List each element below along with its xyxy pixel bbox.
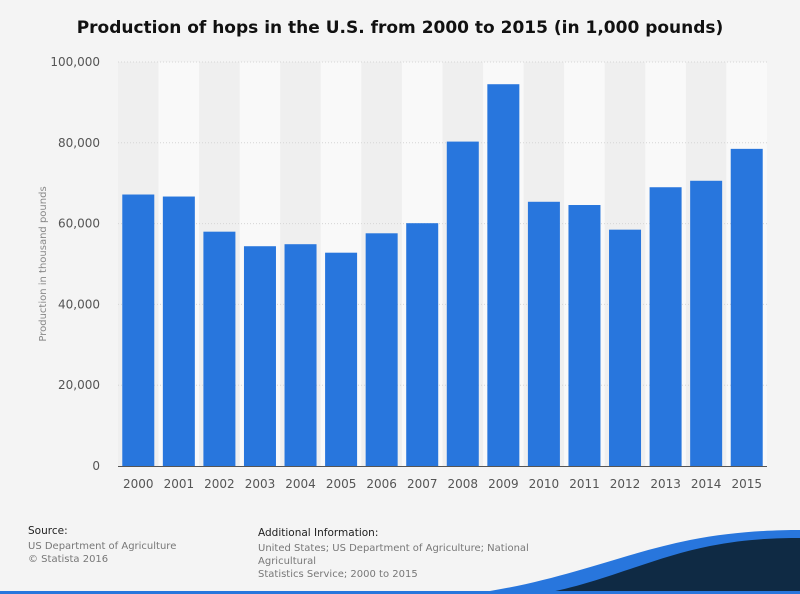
footer-wave-decoration bbox=[0, 530, 800, 594]
bar-2007 bbox=[406, 223, 439, 466]
additional-info-block: Additional Information: United States; U… bbox=[258, 527, 558, 581]
x-tick-label: 2010 bbox=[529, 477, 560, 491]
x-tick-label: 2007 bbox=[407, 477, 438, 491]
bar-2011 bbox=[568, 205, 601, 467]
x-tick-label: 2002 bbox=[204, 477, 235, 491]
y-tick-label: 40,000 bbox=[58, 297, 100, 311]
x-tick-label: 2009 bbox=[488, 477, 519, 491]
y-tick-label: 80,000 bbox=[58, 136, 100, 150]
x-tick-label: 2004 bbox=[285, 477, 316, 491]
bar-2006 bbox=[365, 233, 398, 466]
y-tick-label: 0 bbox=[92, 459, 100, 473]
bar-2002 bbox=[203, 231, 236, 466]
bar-2004 bbox=[284, 244, 317, 466]
y-tick-label: 60,000 bbox=[58, 217, 100, 231]
y-axis-title: Production in thousand pounds bbox=[38, 186, 49, 341]
x-tick-label: 2008 bbox=[448, 477, 479, 491]
bar-2013 bbox=[649, 187, 682, 467]
x-tick-label: 2014 bbox=[691, 477, 722, 491]
x-tick-label: 2013 bbox=[650, 477, 681, 491]
bar-2015 bbox=[730, 148, 763, 467]
x-tick-label: 2006 bbox=[366, 477, 397, 491]
info-line-1: United States; US Department of Agricult… bbox=[258, 543, 529, 567]
copyright-line: © Statista 2016 bbox=[28, 554, 109, 565]
y-tick-label: 100,000 bbox=[50, 55, 100, 69]
x-tick-label: 2000 bbox=[123, 477, 154, 491]
x-tick-label: 2003 bbox=[245, 477, 276, 491]
bar-2003 bbox=[243, 246, 276, 466]
bar-2009 bbox=[487, 84, 520, 466]
info-label: Additional Information: bbox=[258, 527, 379, 539]
bar-2001 bbox=[162, 196, 195, 467]
x-tick-label: 2015 bbox=[731, 477, 762, 491]
bar-2008 bbox=[446, 141, 479, 466]
bar-2000 bbox=[122, 194, 155, 466]
source-block: Source: US Department of Agriculture © S… bbox=[28, 525, 176, 566]
y-tick-label: 20,000 bbox=[58, 378, 100, 392]
x-tick-label: 2011 bbox=[569, 477, 600, 491]
source-label: Source: bbox=[28, 525, 68, 537]
bar-2014 bbox=[690, 180, 723, 466]
bar-2005 bbox=[325, 252, 358, 466]
x-tick-label: 2012 bbox=[610, 477, 641, 491]
chart-title: Production of hops in the U.S. from 2000… bbox=[76, 18, 724, 38]
info-line-2: Statistics Service; 2000 to 2015 bbox=[258, 569, 418, 580]
source-line: US Department of Agriculture bbox=[28, 541, 177, 552]
x-tick-label: 2005 bbox=[326, 477, 357, 491]
x-tick-label: 2001 bbox=[164, 477, 195, 491]
bar-2012 bbox=[609, 229, 642, 466]
bar-2010 bbox=[527, 201, 560, 466]
